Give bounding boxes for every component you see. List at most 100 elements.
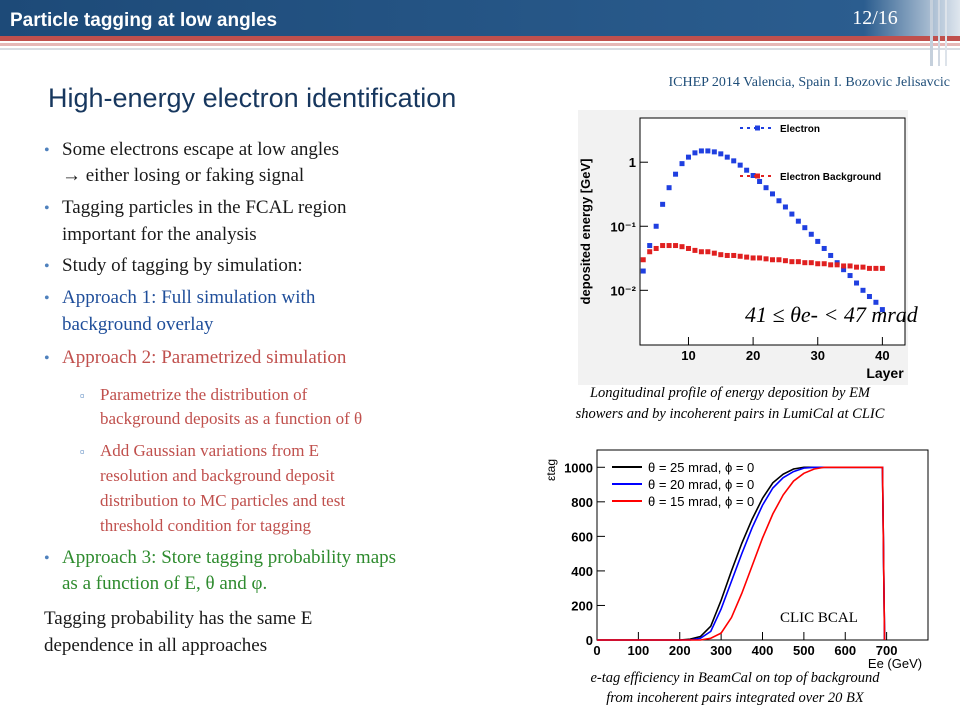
data-point — [841, 263, 847, 269]
data-point — [647, 243, 653, 249]
data-point — [685, 154, 691, 160]
data-point — [757, 255, 763, 261]
data-point — [679, 161, 685, 167]
data-point — [860, 287, 866, 293]
plot-frame — [639, 117, 906, 346]
data-point — [724, 154, 730, 160]
data-point — [705, 249, 711, 255]
data-point — [854, 280, 860, 286]
data-point — [737, 253, 743, 259]
bullet-text: Approach 1: Full simulation with — [62, 287, 316, 308]
data-point — [673, 243, 679, 249]
plot-frame — [596, 449, 929, 641]
data-point — [660, 201, 666, 207]
bullet-text: important for the analysis — [62, 224, 257, 245]
legend-label: θ = 20 mrad, ϕ = 0 — [648, 477, 754, 492]
data-line — [597, 466, 886, 641]
sub-bullet-text: threshold condition for tagging — [100, 516, 312, 535]
x-tick-label: 700 — [876, 643, 898, 658]
data-point — [770, 191, 775, 197]
data-point — [640, 268, 646, 274]
data-point — [828, 262, 834, 268]
data-point — [815, 261, 821, 267]
y-tick-label: 10⁻¹ — [610, 219, 636, 234]
data-point — [808, 231, 814, 237]
data-point — [873, 265, 879, 271]
data-point — [679, 244, 685, 250]
slide-heading: High-energy electron identification — [48, 83, 456, 113]
y-tick-label: 1000 — [564, 460, 593, 475]
data-point — [770, 257, 775, 263]
sub-bullet-text: resolution and background deposit — [100, 466, 335, 485]
data-point — [776, 257, 782, 263]
chart-caption: from incoherent pairs integrated over 20… — [606, 690, 865, 706]
data-point — [744, 254, 750, 260]
data-point — [789, 211, 795, 217]
data-point — [834, 262, 840, 268]
chart-caption: Longitudinal profile of energy depositio… — [589, 385, 871, 401]
data-point — [821, 261, 827, 267]
corner-stripe — [945, 0, 947, 66]
bullet-text: Approach 3: Store tagging probability ma… — [62, 547, 396, 568]
legend-label: θ = 15 mrad, ϕ = 0 — [648, 494, 754, 509]
y-tick-label: 10⁻² — [610, 283, 636, 298]
sub-bullet-text: Parametrize the distribution of — [100, 385, 308, 404]
data-point — [860, 264, 866, 270]
data-point — [750, 173, 756, 179]
data-point — [705, 148, 711, 154]
data-point — [666, 243, 672, 249]
data-point — [724, 252, 730, 258]
header-stripe — [0, 36, 960, 41]
data-point — [640, 257, 646, 263]
y-tick-label: 200 — [571, 598, 593, 613]
corner-stripe — [938, 0, 940, 66]
data-point — [647, 249, 653, 255]
y-axis-label: εtag — [544, 459, 558, 481]
annotation: 41 ≤ θe- < 47 mrad — [745, 302, 919, 327]
x-tick-label: 400 — [752, 643, 774, 658]
legend-label: Electron — [780, 124, 820, 135]
bullet-text: as a function of E, θ and φ. — [62, 573, 267, 594]
data-point — [718, 151, 724, 157]
annotation: CLIC BCAL — [780, 610, 858, 626]
legend-label: θ = 25 mrad, ϕ = 0 — [648, 460, 754, 475]
bullet-dot: • — [44, 290, 50, 307]
data-point — [873, 299, 879, 305]
data-point — [718, 252, 724, 258]
data-point — [795, 218, 801, 224]
data-point — [763, 185, 769, 191]
data-point — [757, 178, 763, 184]
data-point — [653, 245, 659, 251]
data-point — [666, 185, 672, 191]
data-point — [782, 204, 788, 210]
conference: ICHEP 2014 Valencia, Spain I. Bozovic Je… — [669, 75, 951, 90]
sub-bullet-dot: ▫ — [80, 388, 85, 403]
x-tick-label: 10 — [681, 348, 695, 363]
conclusion-text: Tagging probability has the same E — [44, 608, 312, 629]
bullet-text: → either losing or faking signal — [62, 165, 304, 186]
y-tick-label: 800 — [571, 495, 593, 510]
data-point — [847, 263, 853, 269]
data-point — [698, 249, 704, 255]
legend-marker — [755, 125, 760, 131]
bullet-text: Some electrons escape at low angles — [62, 139, 339, 160]
data-point — [802, 225, 808, 231]
header-bar — [0, 0, 960, 36]
chart-caption: e-tag efficiency in BeamCal on top of ba… — [591, 670, 881, 686]
x-tick-label: 30 — [811, 348, 825, 363]
data-point — [744, 167, 750, 173]
sub-bullet-text: Add Gaussian variations from E — [100, 441, 319, 460]
data-point — [685, 245, 691, 251]
x-tick-label: 40 — [875, 348, 889, 363]
x-tick-label: 100 — [628, 643, 650, 658]
x-axis-label: Layer — [866, 365, 904, 381]
data-point — [776, 198, 782, 204]
x-tick-label: 200 — [669, 643, 691, 658]
bullet-text: Study of tagging by simulation: — [62, 255, 303, 276]
data-point — [660, 243, 666, 249]
data-point — [653, 223, 659, 229]
data-point — [821, 245, 827, 251]
bullet-dot: • — [44, 200, 50, 217]
data-point — [854, 264, 860, 270]
